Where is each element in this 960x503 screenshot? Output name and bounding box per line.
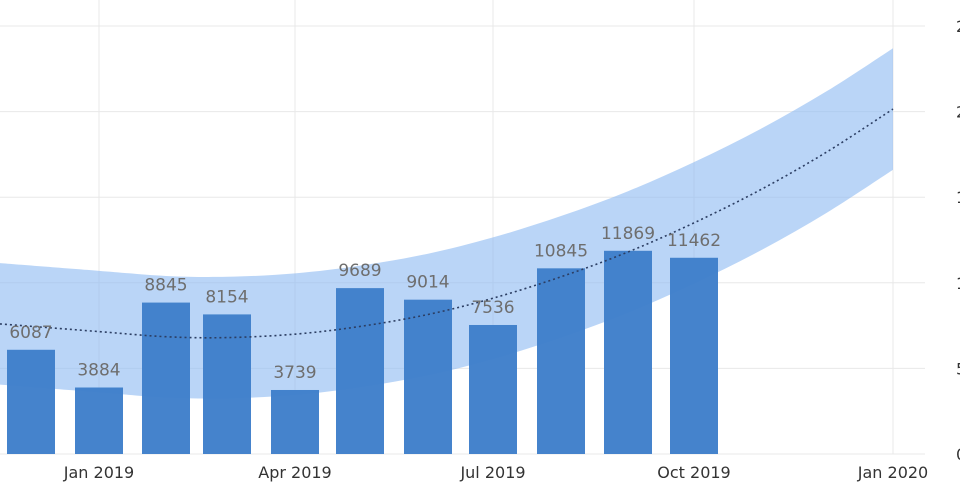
x-tick-label: Oct 2019	[657, 463, 730, 482]
bar	[469, 324, 517, 454]
data-label: 11462	[667, 231, 721, 251]
forecast-band	[0, 48, 893, 399]
bar	[203, 314, 251, 454]
data-label: 9014	[406, 273, 449, 293]
y-tick-label: 10	[956, 274, 960, 293]
bar	[604, 250, 652, 454]
x-tick-label: Jul 2019	[459, 463, 525, 482]
forecast-band-layer	[0, 48, 893, 399]
bar	[670, 257, 718, 454]
y-tick-label: 25	[956, 17, 960, 36]
data-label: 3739	[273, 363, 316, 383]
data-label: 11869	[601, 224, 655, 244]
y-tick-label: 20	[956, 103, 960, 122]
data-labels-layer: 6087 3884 8845 8154 3739 9689 9014 7536 10845 118…	[9, 224, 721, 383]
bar	[7, 349, 55, 454]
bar	[336, 288, 384, 454]
bar	[75, 387, 123, 454]
y-tick-label: 0	[956, 445, 960, 464]
data-label: 8845	[144, 276, 187, 296]
data-label: 9689	[338, 261, 381, 281]
data-label: 10845	[534, 241, 588, 261]
bars-layer	[7, 250, 718, 454]
forecast-trend-line	[0, 108, 894, 339]
x-tick-label: Jan 2019	[63, 463, 134, 482]
x-tick-label: Apr 2019	[258, 463, 331, 482]
bar	[271, 389, 319, 454]
y-tick-label: 15	[956, 188, 960, 207]
bar	[537, 268, 585, 454]
data-label: 3884	[77, 361, 120, 381]
data-label: 7536	[471, 298, 514, 318]
y-axis: 0 5 10 15 20 25	[956, 17, 960, 464]
bar	[404, 299, 452, 454]
x-axis: Jan 2019 Apr 2019 Jul 2019 Oct 2019 Jan 2020	[63, 463, 928, 482]
data-label: 8154	[205, 287, 248, 307]
y-tick-label: 5	[956, 359, 960, 378]
data-label: 6087	[9, 323, 52, 343]
bar	[142, 302, 190, 454]
trend-line-layer	[0, 108, 894, 339]
x-tick-label: Jan 2020	[857, 463, 928, 482]
